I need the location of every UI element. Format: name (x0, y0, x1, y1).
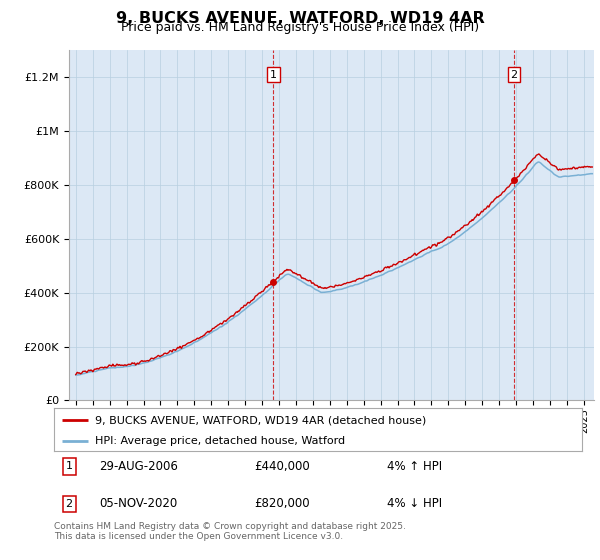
Text: 9, BUCKS AVENUE, WATFORD, WD19 4AR: 9, BUCKS AVENUE, WATFORD, WD19 4AR (116, 11, 484, 26)
Text: HPI: Average price, detached house, Watford: HPI: Average price, detached house, Watf… (95, 436, 346, 446)
Text: 1: 1 (65, 461, 73, 472)
Text: 9, BUCKS AVENUE, WATFORD, WD19 4AR (detached house): 9, BUCKS AVENUE, WATFORD, WD19 4AR (deta… (95, 415, 427, 425)
Text: 2: 2 (511, 69, 517, 80)
Text: £440,000: £440,000 (254, 460, 310, 473)
Text: 4% ↓ HPI: 4% ↓ HPI (386, 497, 442, 510)
Text: Contains HM Land Registry data © Crown copyright and database right 2025.
This d: Contains HM Land Registry data © Crown c… (54, 522, 406, 542)
Text: Price paid vs. HM Land Registry's House Price Index (HPI): Price paid vs. HM Land Registry's House … (121, 21, 479, 34)
Text: 1: 1 (270, 69, 277, 80)
Text: 4% ↑ HPI: 4% ↑ HPI (386, 460, 442, 473)
Text: 05-NOV-2020: 05-NOV-2020 (99, 497, 177, 510)
Text: 29-AUG-2006: 29-AUG-2006 (99, 460, 178, 473)
Text: £820,000: £820,000 (254, 497, 310, 510)
Text: 2: 2 (65, 499, 73, 509)
